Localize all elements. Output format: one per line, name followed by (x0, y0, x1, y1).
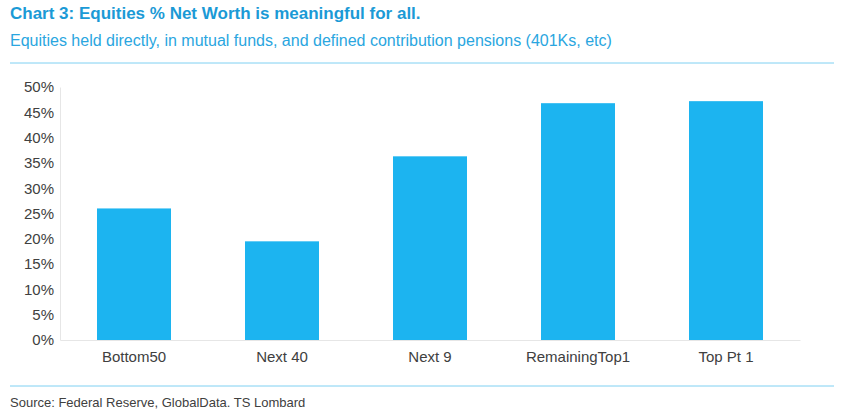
x-tick: Top Pt 1 (698, 340, 753, 365)
y-tick: 35% (24, 154, 60, 171)
subtitle: Equities held directly, in mutual funds,… (10, 32, 612, 49)
y-tick: 10% (24, 281, 60, 298)
bar (689, 101, 763, 340)
y-axis: 0% 5% 10% 15% 20% 25% 30% 35% 40% 45% 50% (24, 78, 61, 348)
y-tick: 45% (24, 104, 60, 121)
bar (541, 103, 615, 340)
y-tick-label: 25% (24, 205, 54, 222)
y-axis-line (60, 88, 61, 341)
y-tick-label: 20% (24, 230, 54, 247)
x-tick: RemainingTop1 (526, 340, 630, 365)
footer-rule (10, 386, 834, 387)
x-tick-label: Next 9 (408, 348, 451, 365)
y-tick: 50% (24, 78, 60, 95)
x-tick-label: Top Pt 1 (698, 348, 753, 365)
chart: Chart 3: Equities % Net Worth is meaning… (0, 0, 844, 420)
y-tick: 30% (24, 180, 60, 197)
bar (245, 241, 319, 340)
y-tick: 20% (24, 230, 60, 247)
x-axis: Bottom50 Next 40 Next 9 RemainingTop1 Top Pt… (61, 340, 801, 365)
source: Source: Federal Reserve, GlobalData. TS … (10, 395, 305, 410)
y-tick-label: 10% (24, 281, 54, 298)
y-tick: 40% (24, 129, 60, 146)
x-axis-line (61, 340, 801, 341)
bars (97, 101, 763, 340)
x-tick: Next 9 (408, 340, 451, 365)
x-tick-label: Bottom50 (102, 348, 166, 365)
x-tick-label: RemainingTop1 (526, 348, 630, 365)
y-tick-label: 15% (24, 255, 54, 272)
y-tick-label: 40% (24, 129, 54, 146)
y-tick-label: 5% (32, 306, 54, 323)
y-tick-label: 0% (32, 331, 54, 348)
y-tick: 5% (32, 306, 60, 323)
y-tick: 0% (32, 331, 60, 348)
y-tick: 15% (24, 255, 60, 272)
bar (393, 156, 467, 340)
x-tick: Bottom50 (102, 340, 166, 365)
x-tick-label: Next 40 (256, 348, 308, 365)
x-tick: Next 40 (256, 340, 308, 365)
y-tick-label: 45% (24, 104, 54, 121)
title: Chart 3: Equities % Net Worth is meaning… (10, 4, 421, 23)
y-tick-label: 50% (24, 78, 54, 95)
header-rule (10, 63, 834, 64)
y-tick-label: 35% (24, 154, 54, 171)
y-tick-label: 30% (24, 180, 54, 197)
bar (97, 208, 171, 340)
y-tick: 25% (24, 205, 60, 222)
